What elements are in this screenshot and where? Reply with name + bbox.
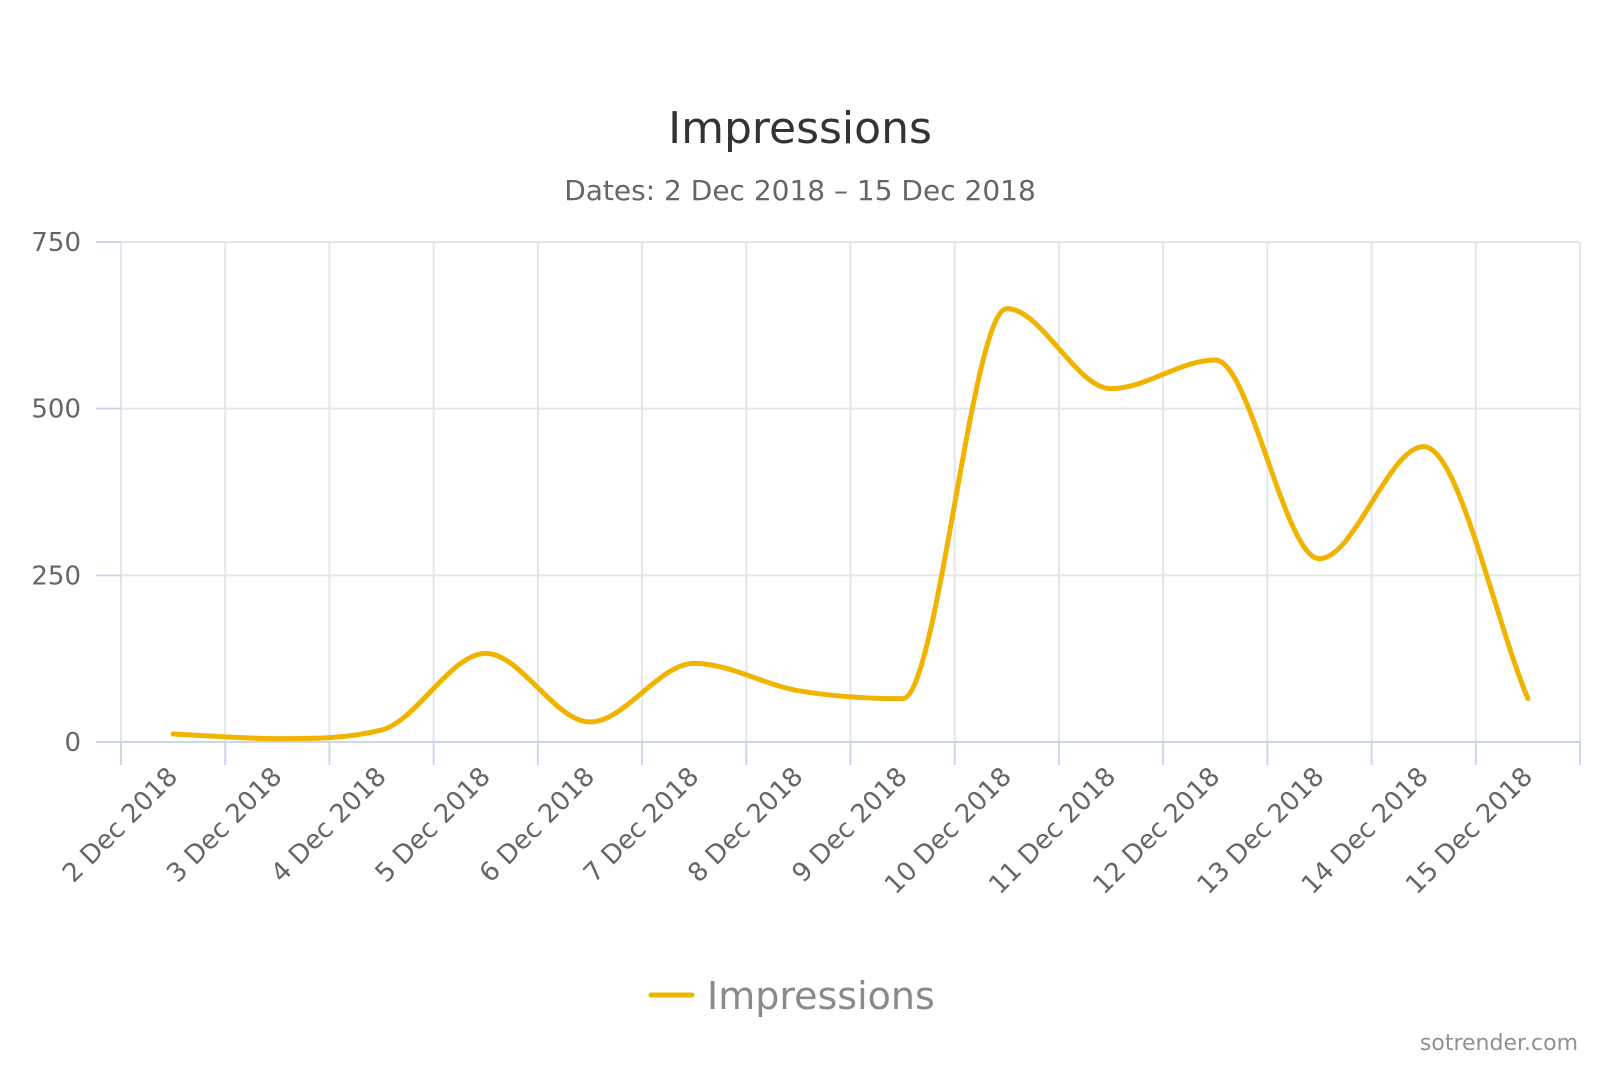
- data-point[interactable]: [1209, 354, 1221, 366]
- data-point[interactable]: [688, 657, 700, 669]
- data-point[interactable]: [480, 647, 492, 659]
- y-tick-label: 250: [31, 561, 81, 591]
- data-point[interactable]: [271, 733, 283, 745]
- data-point[interactable]: [584, 716, 596, 728]
- chart-title: Impressions: [668, 103, 932, 154]
- y-tick-label: 0: [64, 728, 81, 758]
- y-tick-label: 750: [31, 228, 81, 258]
- data-point[interactable]: [1105, 383, 1117, 395]
- series-layer: [167, 303, 1534, 745]
- chart-subtitle: Dates: 2 Dec 2018 – 15 Dec 2018: [564, 174, 1036, 207]
- data-point[interactable]: [376, 724, 388, 736]
- data-point[interactable]: [167, 728, 179, 740]
- legend[interactable]: Impressions: [648, 974, 935, 1018]
- credit-text: sotrender.com: [1420, 1031, 1578, 1056]
- data-point[interactable]: [1313, 553, 1325, 565]
- data-point[interactable]: [1001, 303, 1013, 315]
- grid: [120, 241, 1581, 742]
- data-point[interactable]: [1418, 441, 1430, 453]
- series-line[interactable]: [170, 306, 1531, 742]
- y-tick-label: 500: [31, 395, 81, 425]
- data-point[interactable]: [1522, 693, 1534, 705]
- legend-label[interactable]: Impressions: [707, 974, 935, 1018]
- data-point[interactable]: [792, 685, 804, 697]
- data-point[interactable]: [897, 693, 909, 705]
